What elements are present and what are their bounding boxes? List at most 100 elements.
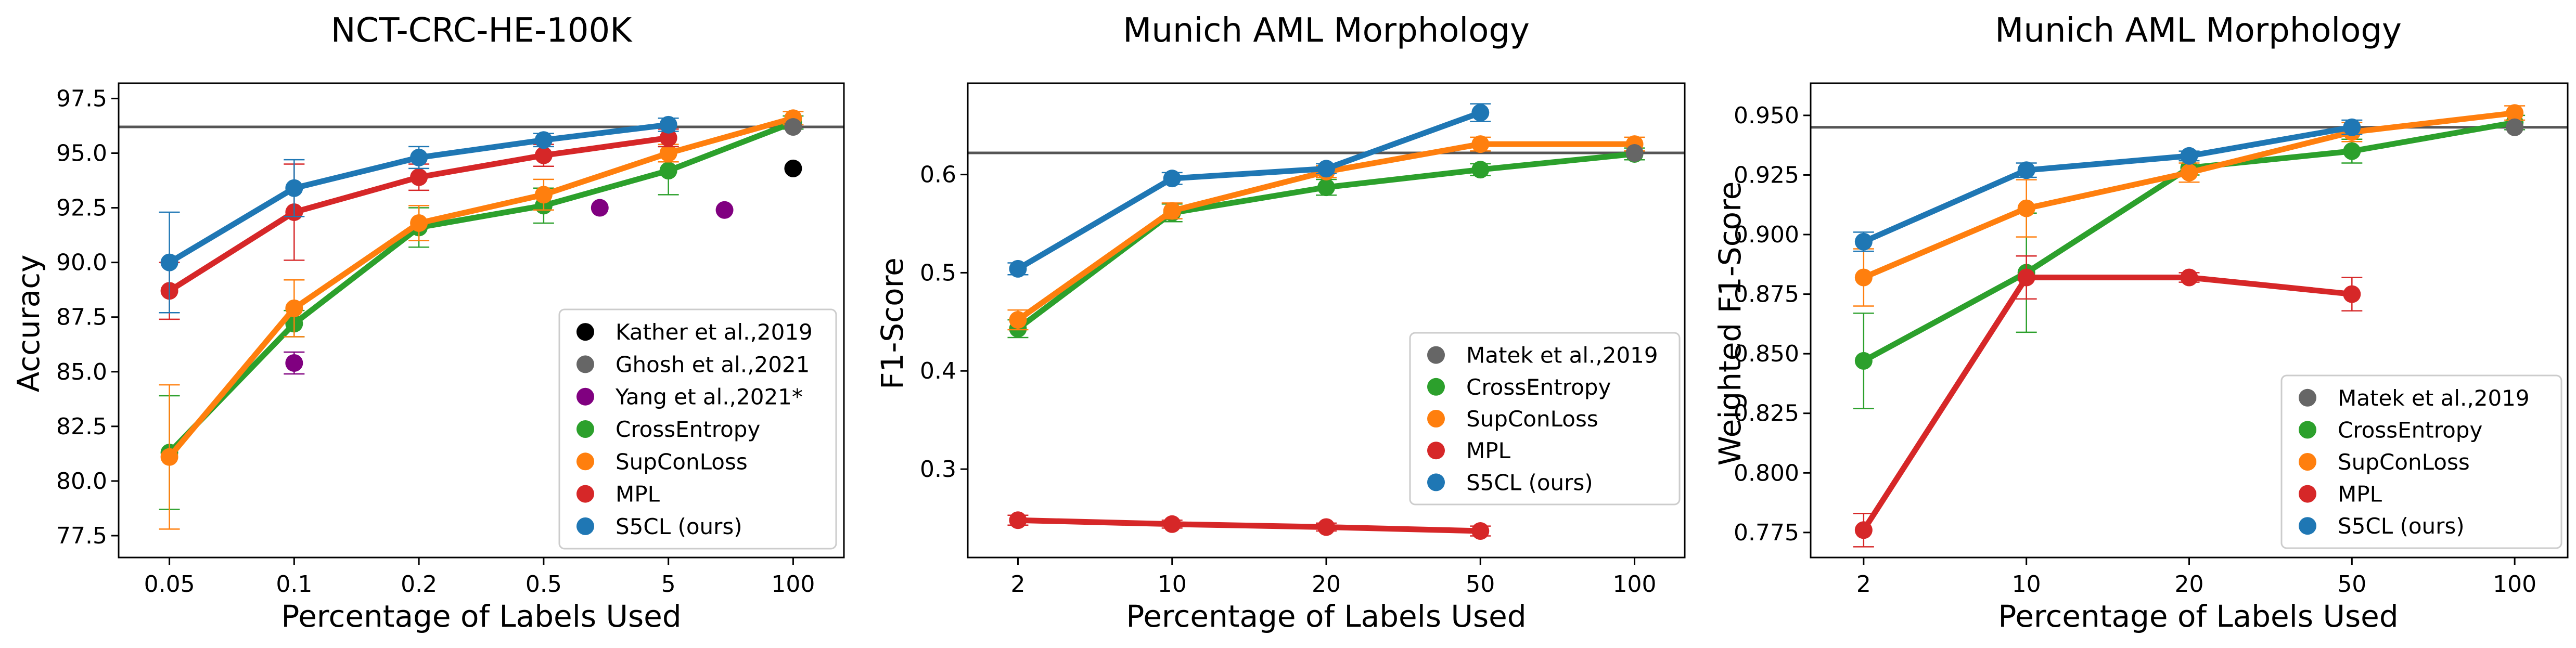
series-s5cl-ours bbox=[1853, 118, 2363, 252]
data-point bbox=[2017, 161, 2035, 179]
y-axis-label: Weighted F1-Score bbox=[1712, 182, 1748, 466]
y-tick-label: 82.5 bbox=[56, 413, 107, 440]
legend-marker bbox=[2299, 453, 2316, 471]
legend-label: Ghosh et al.,2021 bbox=[616, 352, 810, 377]
data-point bbox=[1471, 522, 1490, 540]
data-point bbox=[1317, 518, 1335, 536]
x-tick-label: 0.2 bbox=[401, 571, 437, 598]
legend-label: MPL bbox=[616, 482, 660, 507]
x-tick-label: 2 bbox=[1856, 571, 1871, 598]
x-tick-label: 10 bbox=[2012, 571, 2041, 598]
legend-label: S5CL (ours) bbox=[616, 514, 742, 539]
y-tick-label: 0.6 bbox=[920, 162, 956, 188]
legend-label: SupConLoss bbox=[616, 449, 748, 474]
legend-marker bbox=[576, 452, 594, 471]
chart-panel-nct: NCT-CRC-HE-100K Percentage of Labels Use… bbox=[11, 11, 845, 634]
legend-label: CrossEntropy bbox=[1466, 374, 1611, 400]
data-point bbox=[1163, 170, 1181, 188]
legend-marker bbox=[576, 517, 594, 535]
legend-box bbox=[1409, 332, 1681, 506]
x-tick-label: 10 bbox=[1158, 571, 1187, 598]
legend-box bbox=[2280, 374, 2562, 549]
data-point bbox=[2506, 104, 2524, 122]
data-point bbox=[1854, 352, 1873, 370]
data-point bbox=[659, 129, 677, 147]
y-tick-label: 0.900 bbox=[1734, 222, 1799, 248]
data-point bbox=[659, 144, 677, 162]
x-tick-label: 100 bbox=[1613, 571, 1657, 598]
data-point bbox=[2180, 268, 2198, 287]
legend: Kather et al.,2019 Ghosh et al.,2021 Yang … bbox=[558, 308, 837, 550]
x-tick-label: 20 bbox=[1312, 571, 1341, 598]
legend-label: MPL bbox=[1466, 438, 1511, 463]
data-point bbox=[1009, 311, 1027, 329]
data-point bbox=[1009, 260, 1027, 278]
data-point bbox=[534, 146, 553, 164]
data-point bbox=[1854, 521, 1873, 539]
legend-marker bbox=[2299, 517, 2316, 535]
x-tick-label: 50 bbox=[2337, 571, 2366, 598]
y-tick-label: 0.825 bbox=[1734, 400, 1799, 427]
y-tick-label: 0.800 bbox=[1734, 460, 1799, 486]
legend-marker bbox=[2299, 485, 2316, 503]
legend-marker bbox=[1427, 346, 1445, 364]
data-point bbox=[1009, 511, 1027, 529]
x-axis-label: Percentage of Labels Used bbox=[1126, 599, 1526, 634]
baseline-point bbox=[2506, 118, 2524, 136]
legend-marker bbox=[576, 420, 594, 438]
x-tick-label: 5 bbox=[661, 571, 676, 598]
data-point bbox=[2343, 118, 2361, 136]
y-tick-label: 90.0 bbox=[56, 250, 107, 276]
series-s5cl-ours bbox=[159, 115, 679, 314]
y-tick-label: 85.0 bbox=[56, 359, 107, 385]
series-line bbox=[166, 115, 796, 460]
baseline-point bbox=[1625, 144, 1644, 162]
series-line bbox=[1015, 517, 1483, 534]
data-point bbox=[534, 131, 553, 149]
data-point bbox=[285, 179, 303, 197]
data-point bbox=[410, 148, 428, 166]
legend-label: CrossEntropy bbox=[616, 417, 760, 442]
y-tick-label: 0.875 bbox=[1734, 281, 1799, 308]
data-point bbox=[1854, 232, 1873, 251]
data-point bbox=[285, 299, 303, 317]
legend-marker bbox=[576, 355, 594, 373]
baseline-point bbox=[784, 159, 802, 177]
y-axis-label: F1-Score bbox=[875, 257, 910, 390]
series-line bbox=[1861, 275, 2355, 533]
data-point bbox=[1163, 202, 1181, 220]
x-axis-label: Percentage of Labels Used bbox=[281, 599, 681, 634]
data-point bbox=[1471, 161, 1490, 179]
y-tick-label: 80.0 bbox=[56, 468, 107, 495]
plot-frame bbox=[118, 82, 845, 559]
legend-label: SupConLoss bbox=[1466, 406, 1598, 432]
data-point bbox=[160, 448, 178, 466]
baseline-point bbox=[591, 199, 609, 217]
legend-marker bbox=[576, 323, 594, 341]
data-point bbox=[2180, 147, 2198, 165]
y-tick-label: 77.5 bbox=[56, 523, 107, 549]
series-s5cl-ours bbox=[1007, 103, 1491, 278]
x-tick-label: 0.1 bbox=[276, 571, 312, 598]
series-mpl bbox=[1853, 255, 2363, 548]
chart-panel-aml-weighted-f1: Munich AML Morphology Percentage of Labe… bbox=[1712, 11, 2569, 634]
y-tick-label: 0.950 bbox=[1734, 102, 1799, 129]
legend-marker bbox=[2299, 421, 2316, 439]
x-tick-label: 2 bbox=[1010, 571, 1025, 598]
legend-marker bbox=[1427, 410, 1445, 427]
x-axis-label: Percentage of Labels Used bbox=[1998, 599, 2398, 634]
x-tick-label: 100 bbox=[771, 571, 815, 598]
legend-marker bbox=[1427, 473, 1445, 491]
data-point bbox=[534, 186, 553, 204]
y-tick-label: 0.4 bbox=[920, 358, 956, 384]
data-point bbox=[659, 162, 677, 180]
legend-label: Matek et al.,2019 bbox=[1466, 343, 1658, 368]
y-tick-label: 0.925 bbox=[1734, 162, 1799, 188]
y-tick-label: 0.850 bbox=[1734, 341, 1799, 367]
y-tick-label: 87.5 bbox=[56, 304, 107, 331]
data-point bbox=[2017, 199, 2035, 217]
series-mpl bbox=[1007, 511, 1491, 540]
data-point bbox=[410, 168, 428, 186]
data-point bbox=[1854, 268, 1873, 287]
y-tick-label: 0.775 bbox=[1734, 520, 1799, 546]
